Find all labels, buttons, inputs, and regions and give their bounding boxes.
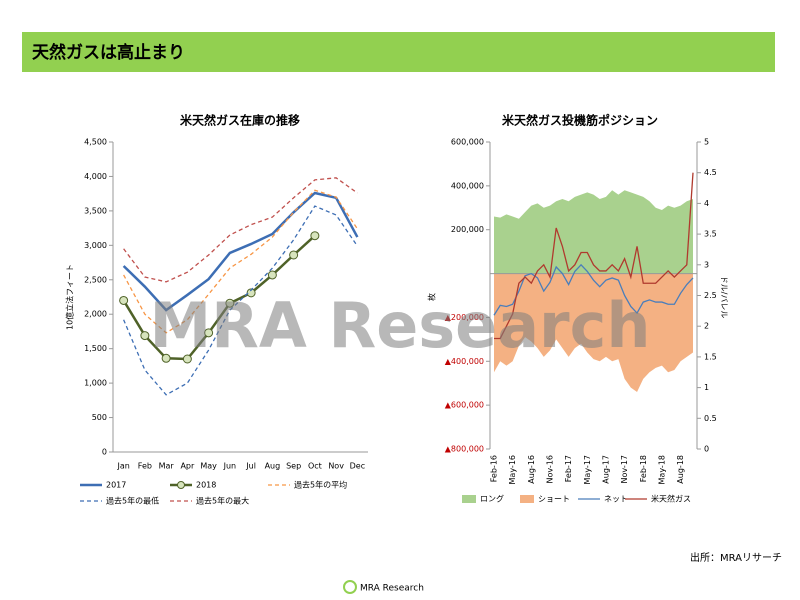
y2-tick-label: 4.5: [704, 168, 717, 177]
legend-label: 過去5年の最大: [196, 496, 249, 506]
x-tick-label: Apr: [180, 462, 195, 471]
y-tick-label: 3,000: [84, 241, 107, 250]
y2-axis-label: ドル/バレル: [720, 276, 729, 319]
y2-tick-label: 3: [704, 260, 709, 269]
x-tick-label: Aug: [265, 462, 281, 471]
marker: [246, 288, 256, 298]
x-tick-label: Feb-16: [490, 455, 499, 482]
legend-label: ロング: [480, 494, 504, 504]
y-axis-label: 10億立法フィート: [65, 264, 75, 330]
y2-tick-label: 5: [704, 138, 709, 147]
line: [122, 234, 316, 361]
y-tick-label: 400,000: [451, 181, 484, 190]
legend-label: 2017: [106, 481, 126, 490]
x-tick-label: Dec: [350, 462, 365, 471]
y2-tick-label: 2.5: [704, 291, 717, 300]
x-tick-label: Mar: [159, 462, 175, 471]
y-tick-label: 4,500: [84, 138, 107, 147]
marker: [204, 328, 214, 338]
x-tick-label: Feb-17: [564, 455, 573, 482]
marker: [119, 295, 129, 305]
x-tick-label: Aug-17: [601, 455, 610, 484]
y2-tick-label: 0.5: [704, 414, 717, 423]
y-tick-label: ▲600,000: [445, 401, 484, 410]
y-axis-label: 枚: [427, 293, 437, 301]
marker: [289, 250, 299, 260]
y-tick-label: 3,500: [84, 206, 107, 215]
x-tick-label: Feb-18: [639, 455, 648, 482]
marker: [161, 353, 171, 363]
y2-tick-label: 4: [704, 199, 709, 208]
x-tick-label: Nov-16: [545, 455, 554, 483]
legend-label: ネット: [604, 495, 628, 504]
y2-tick-label: 1.5: [704, 352, 717, 361]
y-tick-label: ▲800,000: [445, 445, 484, 454]
line: [494, 172, 694, 340]
logo-icon: [343, 580, 357, 594]
watermark: MRA Research: [149, 289, 650, 362]
x-tick-label: Jul: [245, 462, 256, 471]
x-tick-label: May-16: [508, 455, 517, 484]
y-tick-label: ▲200,000: [445, 313, 484, 322]
y-tick-label: 500: [92, 413, 107, 422]
source: 出所：MRAリサーチ: [690, 551, 782, 564]
legend-label: 2018: [196, 481, 216, 490]
x-tick-label: Sep: [286, 462, 301, 471]
area: [494, 190, 693, 274]
y-tick-label: 1,500: [84, 344, 107, 353]
y2-tick-label: 3.5: [704, 230, 717, 239]
legend-label: 過去5年の平均: [294, 480, 347, 490]
line: [493, 263, 694, 316]
y-tick-label: 2,500: [84, 275, 107, 284]
legend-marker: [177, 481, 185, 489]
y2-tick-label: 1: [704, 383, 709, 392]
legend-swatch: [462, 495, 476, 503]
header-title: 天然ガスは高止まり: [32, 42, 185, 63]
x-tick-label: May-18: [657, 455, 666, 484]
y-tick-label: 4,000: [84, 172, 107, 181]
x-tick-label: Jun: [223, 462, 237, 471]
header-bar: [22, 32, 775, 72]
line: [123, 177, 358, 283]
marker: [182, 354, 192, 364]
x-tick-label: Aug-18: [676, 455, 685, 484]
x-tick-label: Feb: [138, 462, 152, 471]
marker: [267, 270, 277, 280]
y-tick-label: 600,000: [451, 138, 484, 147]
legend-swatch: [520, 495, 534, 503]
y-tick-label: 1,000: [84, 379, 107, 388]
legend-label: 過去5年の最低: [106, 496, 159, 506]
y-tick-label: 2,000: [84, 310, 107, 319]
logo: MRA Research: [360, 584, 424, 594]
y2-tick-label: 2: [704, 322, 709, 331]
x-tick-label: May-17: [583, 455, 592, 484]
marker: [140, 331, 150, 341]
line: [122, 191, 359, 312]
y2-tick-label: 0: [704, 445, 709, 454]
marker: [310, 231, 320, 241]
y-tick-label: 200,000: [451, 225, 484, 234]
marker: [225, 298, 235, 308]
chart-title: 米天然ガス投機筋ポジション: [502, 113, 658, 128]
chart-title: 米天然ガス在庫の推移: [180, 113, 300, 128]
x-tick-label: Nov: [328, 462, 344, 471]
line: [123, 189, 358, 334]
x-tick-label: Aug-16: [527, 455, 536, 484]
y-tick-label: 0: [102, 448, 107, 457]
line: [123, 205, 358, 396]
x-tick-label: Oct: [308, 462, 322, 471]
y-tick-label: ▲400,000: [445, 357, 484, 366]
x-tick-label: Nov-17: [620, 455, 629, 483]
x-tick-label: Jan: [116, 462, 129, 471]
legend-label: 米天然ガス: [651, 494, 691, 504]
x-tick-label: May: [200, 462, 217, 471]
legend-label: ショート: [538, 495, 570, 504]
